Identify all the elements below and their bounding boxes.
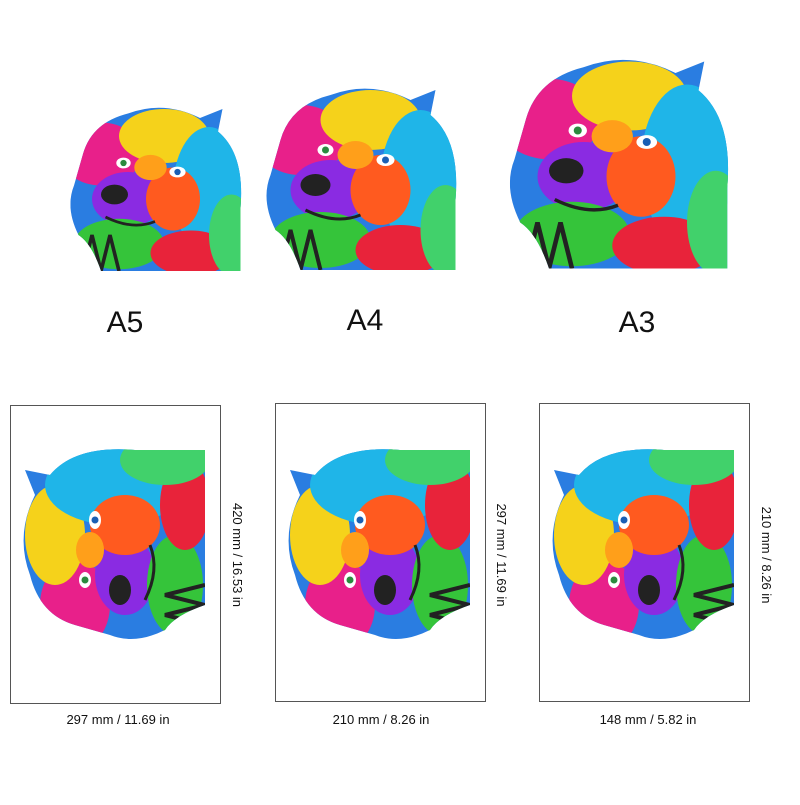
height-label: 297 mm / 11.69 in bbox=[494, 503, 509, 606]
puzzle-image bbox=[497, 50, 744, 280]
height-label: 420 mm / 16.53 in bbox=[230, 503, 245, 607]
width-label: 210 mm / 8.26 in bbox=[333, 712, 430, 727]
puzzle-image bbox=[256, 80, 471, 280]
width-label: 297 mm / 11.69 in bbox=[66, 712, 169, 727]
size-label: A5 bbox=[107, 306, 144, 339]
size-label: A3 bbox=[619, 306, 656, 339]
size-label: A4 bbox=[347, 304, 384, 337]
width-label: 148 mm / 5.82 in bbox=[600, 712, 697, 727]
puzzle-image bbox=[61, 100, 255, 280]
height-label: 210 mm / 8.26 in bbox=[759, 507, 774, 604]
